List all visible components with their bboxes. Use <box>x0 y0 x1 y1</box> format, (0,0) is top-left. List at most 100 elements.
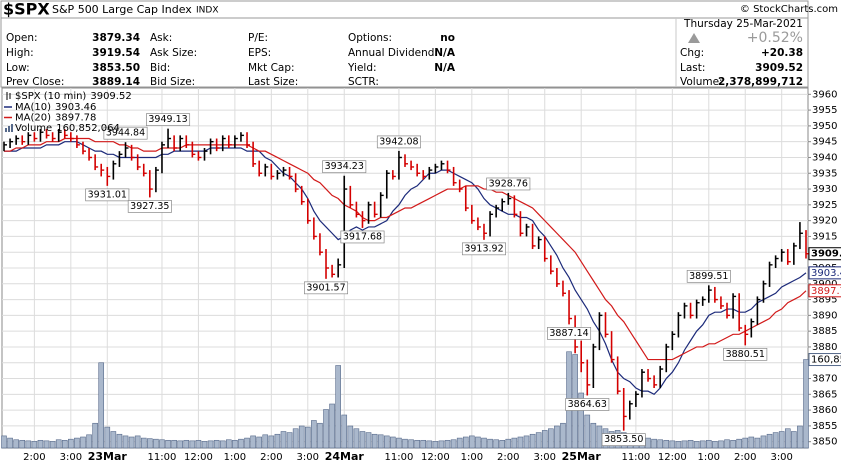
volume-bar <box>55 439 62 449</box>
volume-bar <box>438 440 445 449</box>
volume-bar <box>323 409 329 449</box>
price-label-box <box>486 177 531 191</box>
volume-bar <box>177 440 183 449</box>
volume-bar <box>499 439 506 449</box>
volume-bar <box>535 432 542 449</box>
y-tick-label: 3920 <box>812 216 837 227</box>
quote-label: EPS: <box>248 47 271 59</box>
y-tick-label: 3870 <box>812 374 837 385</box>
volume-bar <box>371 433 378 449</box>
volume-bar <box>165 439 171 449</box>
volume-bar <box>754 437 761 449</box>
volume-bar <box>797 425 803 449</box>
volume-bar <box>122 435 129 449</box>
volume-bar <box>37 439 44 449</box>
price-label-box <box>601 433 646 446</box>
volume-bar <box>13 439 19 449</box>
price-label-box <box>322 160 367 174</box>
legend-volume-value: 160,852,064 <box>56 123 120 134</box>
legend-ma: MA(20) <box>15 113 51 124</box>
volume-bar <box>353 428 360 449</box>
x-tick-label: 2:00 <box>23 452 45 463</box>
quote-value: N/A <box>434 47 456 59</box>
grid <box>2 88 808 448</box>
volume-bar <box>31 441 38 449</box>
price-label-box <box>686 269 731 283</box>
y-tick-label: 3860 <box>812 405 837 416</box>
volume-bar <box>280 431 287 449</box>
volume-bar <box>329 403 335 449</box>
volume-bar <box>402 438 408 449</box>
volume-bar <box>298 425 305 449</box>
price-label-box <box>127 200 172 213</box>
x-tick-label: 23Mar <box>88 450 128 463</box>
legend-price: $SPX (10 min) <box>15 91 86 102</box>
quote-value: 3889.14 <box>92 76 140 88</box>
legend-ma: MA(10) <box>15 102 51 113</box>
volume-bar <box>681 440 688 449</box>
volume-bar <box>469 435 475 449</box>
volume-bar <box>274 433 281 449</box>
volume-bar <box>304 426 311 449</box>
volume-bar <box>147 438 153 449</box>
volume-bar <box>730 439 736 449</box>
quote-value: N/A <box>434 62 456 74</box>
volume-bar <box>493 439 499 449</box>
axis-tag-label: 3903.46 <box>811 268 841 279</box>
volume-bar <box>317 422 323 449</box>
price-label: 3913.92 <box>464 243 503 254</box>
volume-bar <box>657 439 663 449</box>
volume-bar <box>238 438 244 449</box>
volume-bar <box>712 441 718 449</box>
volume-bar <box>560 422 566 449</box>
summary-label: Volume: <box>680 76 723 88</box>
volume-bar <box>420 439 427 449</box>
volume-bar <box>347 425 354 449</box>
price-label: 3949.13 <box>148 114 187 125</box>
x-tick-label: 25Mar <box>562 450 602 463</box>
quote-label: Mkt Cap: <box>248 62 295 74</box>
volume-bar <box>232 439 238 449</box>
volume-bar <box>778 431 785 449</box>
header-box <box>0 0 809 88</box>
volume-bar <box>791 431 797 449</box>
volume-bar <box>86 434 92 449</box>
axis-tag <box>808 284 841 298</box>
price-label-box <box>723 347 768 361</box>
y-tick-label: 3900 <box>812 279 837 290</box>
price-label-box <box>146 113 191 126</box>
price-label-box <box>565 398 610 411</box>
price-label: 3880.51 <box>726 349 765 360</box>
price-label: 3942.08 <box>379 136 418 147</box>
x-tick-label: 12:00 <box>184 452 213 463</box>
volume-bar <box>226 439 232 449</box>
legend-price-value: 3909.52 <box>90 91 131 102</box>
price-label: 3927.35 <box>130 201 169 212</box>
axis-tag <box>808 247 841 261</box>
volume-bar <box>341 414 348 449</box>
volume-bar <box>43 440 50 449</box>
quote-label: Last Size: <box>248 76 298 88</box>
legend-icon <box>11 124 13 132</box>
volume-bar <box>432 441 439 449</box>
index-name: S&P 500 Large Cap Index <box>52 3 192 16</box>
volume-bar <box>98 362 105 449</box>
volume-bar <box>784 428 791 449</box>
copyright: © StockCharts.com <box>740 4 838 15</box>
volume-bar <box>140 437 147 449</box>
volume-bar <box>219 440 226 449</box>
volume-bar <box>80 436 86 449</box>
volume-bar <box>645 437 651 449</box>
volume-bar <box>183 439 190 449</box>
x-tick-label: 3:00 <box>770 452 792 463</box>
volume-bar <box>244 437 250 449</box>
x-tick-label: 11:00 <box>385 452 414 463</box>
moving-average-line <box>4 137 807 361</box>
volume-bar <box>578 392 584 449</box>
volume-bar <box>250 435 256 449</box>
quote-label: Bid: <box>150 62 170 74</box>
date: Thursday 25-Mar-2021 <box>683 18 803 30</box>
price-label: 3934.23 <box>325 161 364 172</box>
volume-bar <box>213 439 220 449</box>
